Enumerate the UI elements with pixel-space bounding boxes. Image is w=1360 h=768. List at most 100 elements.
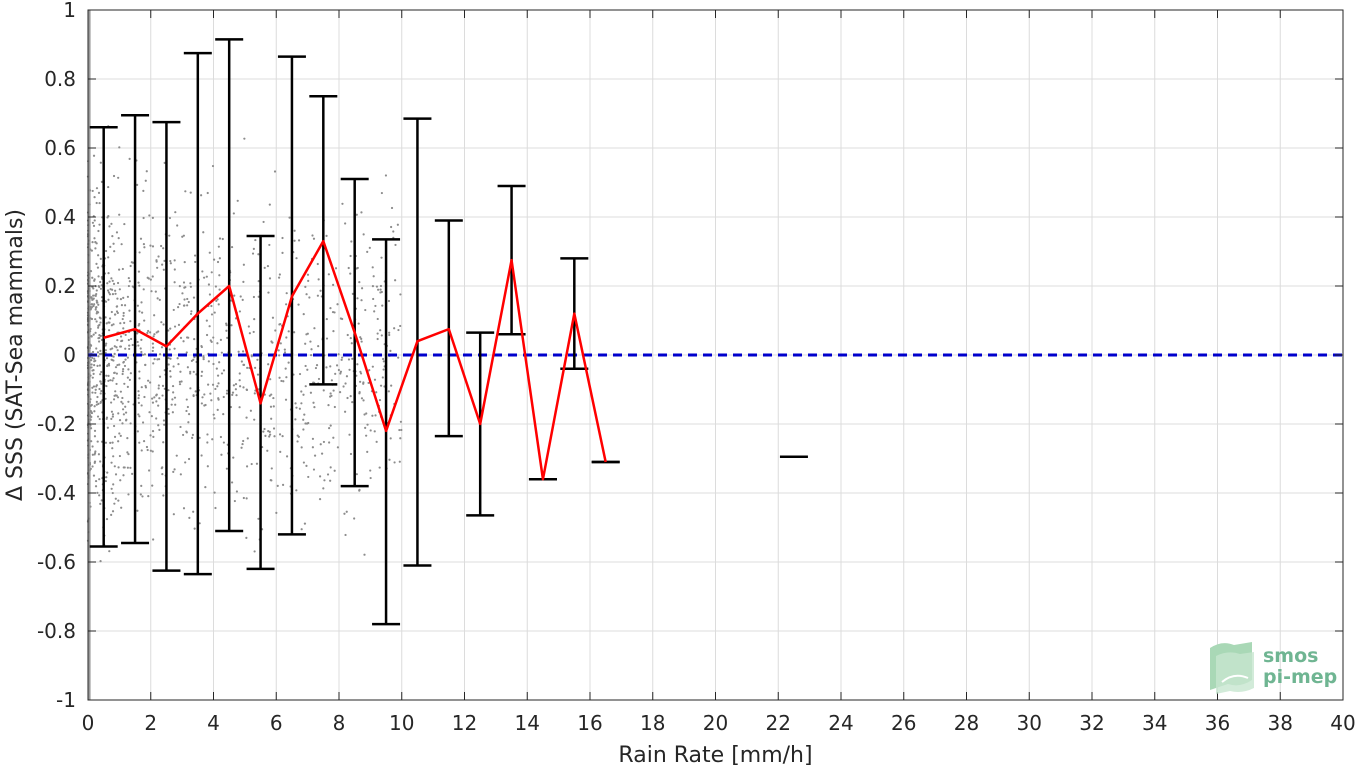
scatter-point xyxy=(360,287,364,290)
x-tick-label: 10 xyxy=(389,711,414,735)
scatter-point xyxy=(107,374,110,378)
scatter-point xyxy=(329,424,332,427)
scatter-point xyxy=(306,368,309,371)
scatter-point xyxy=(99,373,102,376)
scatter-point xyxy=(91,453,94,456)
scatter-point xyxy=(373,378,377,381)
scatter-point xyxy=(112,282,116,285)
scatter-point xyxy=(375,391,378,394)
scatter-point xyxy=(107,256,110,259)
scatter-point xyxy=(143,395,146,399)
scatter-point xyxy=(167,389,170,392)
scatter-point xyxy=(119,298,123,301)
scatter-point xyxy=(393,461,396,464)
scatter-point xyxy=(151,349,154,353)
scatter-point xyxy=(99,317,102,320)
scatter-point xyxy=(136,183,139,186)
x-tick-label: 12 xyxy=(452,711,477,735)
scatter-point xyxy=(141,495,144,498)
scatter-point xyxy=(94,450,97,453)
scatter-point xyxy=(312,468,316,471)
scatter-point xyxy=(329,392,332,395)
scatter-point xyxy=(99,287,103,290)
scatter-point xyxy=(110,410,114,413)
scatter-point xyxy=(158,397,161,400)
scatter-point xyxy=(94,391,97,394)
scatter-point xyxy=(266,449,269,452)
scatter-point xyxy=(91,298,94,301)
scatter-point xyxy=(113,465,116,468)
scatter-point xyxy=(174,211,177,214)
scatter-point xyxy=(110,310,113,314)
scatter-point xyxy=(277,349,280,352)
scatter-point xyxy=(399,420,402,423)
scatter-point xyxy=(366,450,369,453)
scatter-point xyxy=(105,476,108,479)
scatter-point xyxy=(187,457,191,461)
scatter-point xyxy=(266,264,270,268)
scatter-point xyxy=(285,455,289,458)
logo-text-line2: pi-mep xyxy=(1263,666,1337,688)
scatter-point xyxy=(194,260,197,264)
scatter-point xyxy=(138,322,141,326)
scatter-point xyxy=(108,280,111,283)
scatter-point xyxy=(119,345,122,348)
scatter-point xyxy=(110,277,113,280)
scatter-point xyxy=(157,255,160,258)
scatter-point xyxy=(198,522,201,525)
y-tick-label: 0.4 xyxy=(44,205,76,229)
scatter-point xyxy=(104,349,107,352)
scatter-point xyxy=(347,358,351,361)
scatter-point xyxy=(150,415,153,418)
scatter-point xyxy=(130,261,133,264)
scatter-point xyxy=(110,417,113,420)
scatter-point xyxy=(118,146,121,149)
scatter-point xyxy=(218,257,221,260)
scatter-point xyxy=(344,533,347,537)
scatter-point xyxy=(191,436,194,439)
scatter-point xyxy=(122,327,125,330)
scatter-point xyxy=(90,403,93,407)
scatter-point xyxy=(398,460,401,463)
scatter-point xyxy=(263,427,266,431)
scatter-point xyxy=(155,259,158,262)
x-tick-label: 18 xyxy=(640,711,665,735)
scatter-point xyxy=(112,377,115,380)
scatter-point xyxy=(390,384,393,387)
scatter-point xyxy=(147,379,150,382)
scatter-point xyxy=(122,474,125,477)
scatter-point xyxy=(142,189,145,192)
scatter-point xyxy=(120,400,123,403)
scatter-point xyxy=(343,512,346,515)
scatter-point xyxy=(94,308,97,311)
scatter-point xyxy=(317,345,320,348)
scatter-point xyxy=(313,405,316,409)
scatter-point xyxy=(185,430,188,433)
scatter-point xyxy=(313,454,317,457)
scatter-point xyxy=(90,359,93,362)
scatter-point xyxy=(369,429,372,432)
scatter-point xyxy=(379,284,383,288)
scatter-point xyxy=(95,262,98,266)
scatter-point xyxy=(186,405,189,409)
scatter-point xyxy=(210,399,213,402)
scatter-point xyxy=(240,360,243,363)
scatter-point xyxy=(95,305,98,309)
scatter-point xyxy=(222,413,225,416)
scatter-point xyxy=(96,310,99,313)
y-tick-labels: -1 -0.8 -0.6 -0.4 -0.2 0 0.2 0.4 0.6 0.8 1 xyxy=(37,0,76,712)
scatter-point xyxy=(120,243,123,246)
scatter-point xyxy=(293,331,296,334)
scatter-point xyxy=(189,285,192,288)
scatter-point xyxy=(344,222,347,225)
scatter-point xyxy=(99,460,102,463)
scatter-point xyxy=(123,382,126,385)
scatter-point xyxy=(137,401,140,405)
scatter-point xyxy=(122,311,125,315)
scatter-point xyxy=(119,434,122,437)
scatter-point xyxy=(145,170,148,173)
scatter-point xyxy=(187,336,190,339)
scatter-point xyxy=(93,435,97,438)
scatter-point xyxy=(111,413,115,416)
scatter-point xyxy=(162,419,166,422)
